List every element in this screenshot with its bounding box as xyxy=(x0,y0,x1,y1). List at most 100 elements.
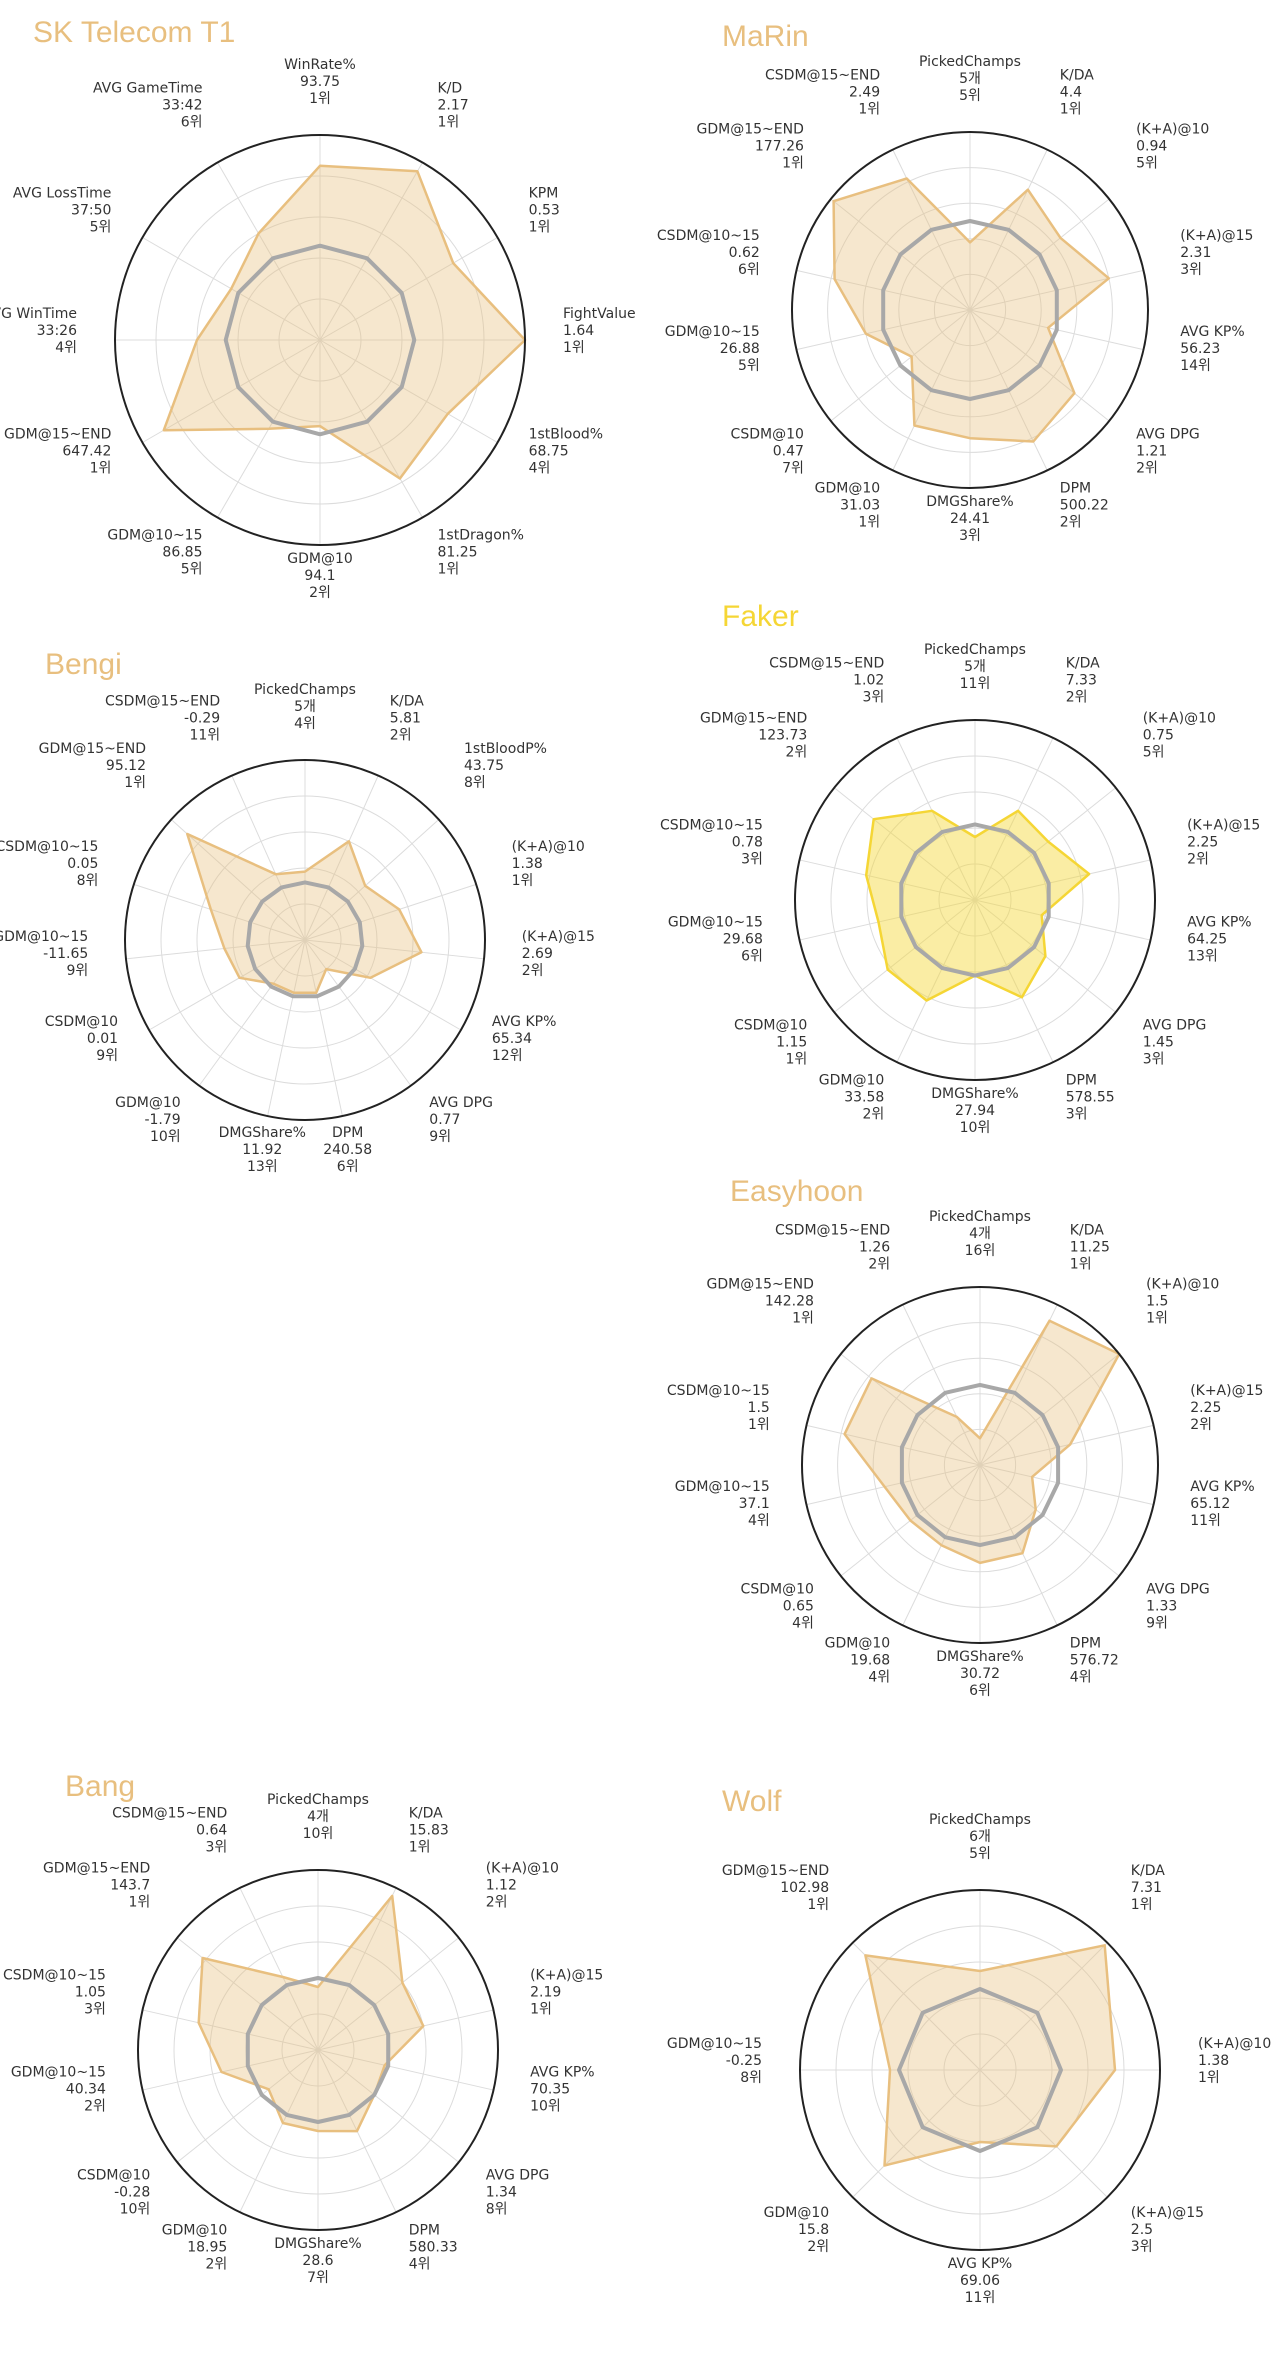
axis-spoke xyxy=(896,737,976,901)
radar-chart: PickedChamps 5개 4위 K/DA 5.81 2위 1stBloodP% 43.7… xyxy=(0,682,595,1175)
radar-chart: WinRate% 93.75 1위 K/D 2.17 1위 KPM 0.53 1위 FightVa… xyxy=(0,57,636,601)
axis-label: (K+A)@15 2.31 3위 xyxy=(1180,228,1253,278)
axis-spoke xyxy=(133,883,306,941)
axis-label: WinRate% 93.75 1위 xyxy=(284,57,356,107)
axis-label: GDM@10~15 26.88 5위 xyxy=(665,324,760,374)
outer-boundary xyxy=(799,1889,1161,2251)
axis-label: AVG DPG 1.33 9위 xyxy=(1146,1582,1210,1632)
axis-label: PickedChamps 6개 5위 xyxy=(929,1812,1031,1862)
radar-panel-bengi: Bengi PickedChamps 5개 4위 K/DA 5.81 2위 1stBlood… xyxy=(0,620,640,1200)
axis-label: GDM@10 31.03 1위 xyxy=(815,480,881,530)
axis-spoke xyxy=(833,787,976,901)
axis-label: CSDM@15~END 2.49 1위 xyxy=(765,68,880,118)
axis-label: DMGShare% 11.92 13위 xyxy=(219,1125,306,1175)
radar-chart: PickedChamps 4개 10위 K/DA 15.83 1위 (K+A)@10 1.12… xyxy=(3,1792,603,2286)
axis-label: K/DA 4.4 1위 xyxy=(1060,68,1094,118)
axis-spoke xyxy=(979,1464,1058,1626)
chart-title: Bengi xyxy=(45,648,122,681)
axis-spoke xyxy=(176,2049,319,2163)
radar-panel-marin: MaRin PickedChamps 5개 5위 K/DA 4.4 1위 (K+A)@10 0… xyxy=(640,0,1280,580)
axis-label: CSDM@10~15 1.05 3위 xyxy=(3,1968,106,2018)
axis-label: AVG KP% 64.25 13위 xyxy=(1187,914,1251,964)
chart-title: Bang xyxy=(65,1770,136,1803)
axis-spoke xyxy=(239,1887,319,2051)
axis-spoke xyxy=(304,819,440,941)
chart-title: SK Telecom T1 xyxy=(33,16,236,49)
axis-spoke xyxy=(902,1304,981,1466)
outer-boundary xyxy=(801,1286,1159,1644)
axis-spoke xyxy=(852,2069,981,2198)
radar-panel-bang: Bang PickedChamps 4개 10위 K/DA 15.83 1위 (K+A)@1… xyxy=(0,1760,640,2340)
axis-spoke xyxy=(304,775,379,941)
axis-label: DPM 500.22 2위 xyxy=(1060,480,1109,530)
axis-spoke xyxy=(319,162,423,341)
axis-label: GDM@15~END 142.28 1위 xyxy=(707,1277,814,1327)
axis-label: (K+A)@10 1.38 1위 xyxy=(1198,2036,1271,2086)
axis-spoke xyxy=(806,1424,981,1466)
axis-spoke xyxy=(231,775,306,941)
axis-spoke xyxy=(170,819,306,941)
axis-label: GDM@10~15 29.68 6위 xyxy=(668,914,763,964)
axis-label: GDM@15~END 123.73 2위 xyxy=(700,710,807,760)
axis-spoke xyxy=(267,939,306,1117)
axis-label: K/DA 7.31 1위 xyxy=(1131,1863,1165,1913)
axis-label: GDM@15~END 95.12 1위 xyxy=(39,741,146,791)
axis-label: (K+A)@10 0.75 5위 xyxy=(1143,710,1216,760)
axis-label: CSDM@15~END 0.64 3위 xyxy=(112,1806,227,1856)
axis-label: DMGShare% 30.72 6위 xyxy=(936,1649,1023,1699)
axis-spoke xyxy=(125,939,306,960)
axis-label: CSDM@10 0.65 4위 xyxy=(741,1582,814,1632)
axis-label: AVG KP% 56.23 14위 xyxy=(1180,324,1244,374)
axis-label: K/DA 7.33 2위 xyxy=(1066,656,1100,706)
axis-label: AVG KP% 69.06 11위 xyxy=(948,2256,1012,2306)
axis-label: CSDM@15~END 1.26 2위 xyxy=(775,1223,890,1273)
axis-label: CSDM@15~END 1.02 3위 xyxy=(769,656,884,706)
axis-label: (K+A)@10 1.5 1위 xyxy=(1146,1277,1219,1327)
axis-label: GDM@15~END 177.26 1위 xyxy=(697,122,804,172)
axis-label: (K+A)@15 2.25 2위 xyxy=(1187,818,1260,868)
axis-spoke xyxy=(840,1353,981,1466)
axis-spoke xyxy=(319,339,423,518)
axis-spoke xyxy=(806,1464,981,1506)
radar-chart: PickedChamps 5개 11위 K/DA 7.33 2위 (K+A)@10 0.75 5… xyxy=(660,642,1260,1136)
axis-spoke xyxy=(979,1424,1154,1466)
average-series-polygon xyxy=(897,1987,1063,2153)
axis-label: DPM 580.33 4위 xyxy=(409,2222,458,2272)
radar-panel-sk-telecom-t1: SK Telecom T1 WinRate% 93.75 1위 K/D 2.17 1위 KP… xyxy=(0,0,640,601)
axis-label: AVG KP% 70.35 10위 xyxy=(530,2064,594,2114)
axis-label: AVG KP% 65.12 11위 xyxy=(1190,1479,1254,1529)
radar-chart: PickedChamps 6개 5위 K/DA 7.31 1위 (K+A)@10 1.38 1위… xyxy=(667,1812,1271,2306)
axis-label: (K+A)@10 1.12 2위 xyxy=(486,1860,559,1910)
axis-spoke xyxy=(317,2049,460,2163)
axis-label: DPM 576.72 4위 xyxy=(1070,1635,1119,1685)
axis-label: GDM@10~15 37.1 4위 xyxy=(675,1479,770,1529)
axis-spoke xyxy=(148,939,306,1031)
player-series-polygon xyxy=(162,164,527,480)
axis-label: CSDM@10~15 0.62 6위 xyxy=(657,228,760,278)
axis-label: GDM@10 15.8 2위 xyxy=(764,2205,830,2255)
player-series-polygon xyxy=(843,1319,1121,1565)
axis-spoke xyxy=(198,939,306,1086)
axis-spoke xyxy=(319,339,498,443)
axis-label: CSDM@10~15 0.78 3위 xyxy=(660,818,763,868)
axis-spoke xyxy=(974,787,1117,901)
axis-label: GDM@15~END 143.7 1위 xyxy=(43,1860,150,1910)
axis-label: CSDM@10 1.15 1위 xyxy=(734,1018,807,1068)
axis-label: (K+A)@10 1.38 1위 xyxy=(512,839,585,889)
axis-spoke xyxy=(979,1464,1154,1506)
average-series-polygon xyxy=(245,880,365,999)
radar-panel-easyhoon: Easyhoon PickedChamps 4개 16위 K/DA 11.25 1위 (K+… xyxy=(640,1165,1280,1745)
axis-label: CSDM@10 0.01 9위 xyxy=(45,1014,118,1064)
axis-spoke xyxy=(304,883,477,941)
axis-label: GDM@10~15 -11.65 9위 xyxy=(0,929,88,979)
axis-spoke xyxy=(833,899,976,1013)
axis-label: AVG GameTime 33:42 6위 xyxy=(93,81,203,131)
axis-spoke xyxy=(304,939,462,1031)
axis-label: CSDM@10 0.47 7위 xyxy=(731,427,804,477)
axis-spoke xyxy=(799,899,976,941)
axis-label: 1stDragon% 81.25 1위 xyxy=(438,528,524,578)
axis-label: PickedChamps 4개 16위 xyxy=(929,1209,1031,1259)
average-series-polygon xyxy=(881,219,1059,401)
average-series-polygon xyxy=(245,1976,391,2124)
